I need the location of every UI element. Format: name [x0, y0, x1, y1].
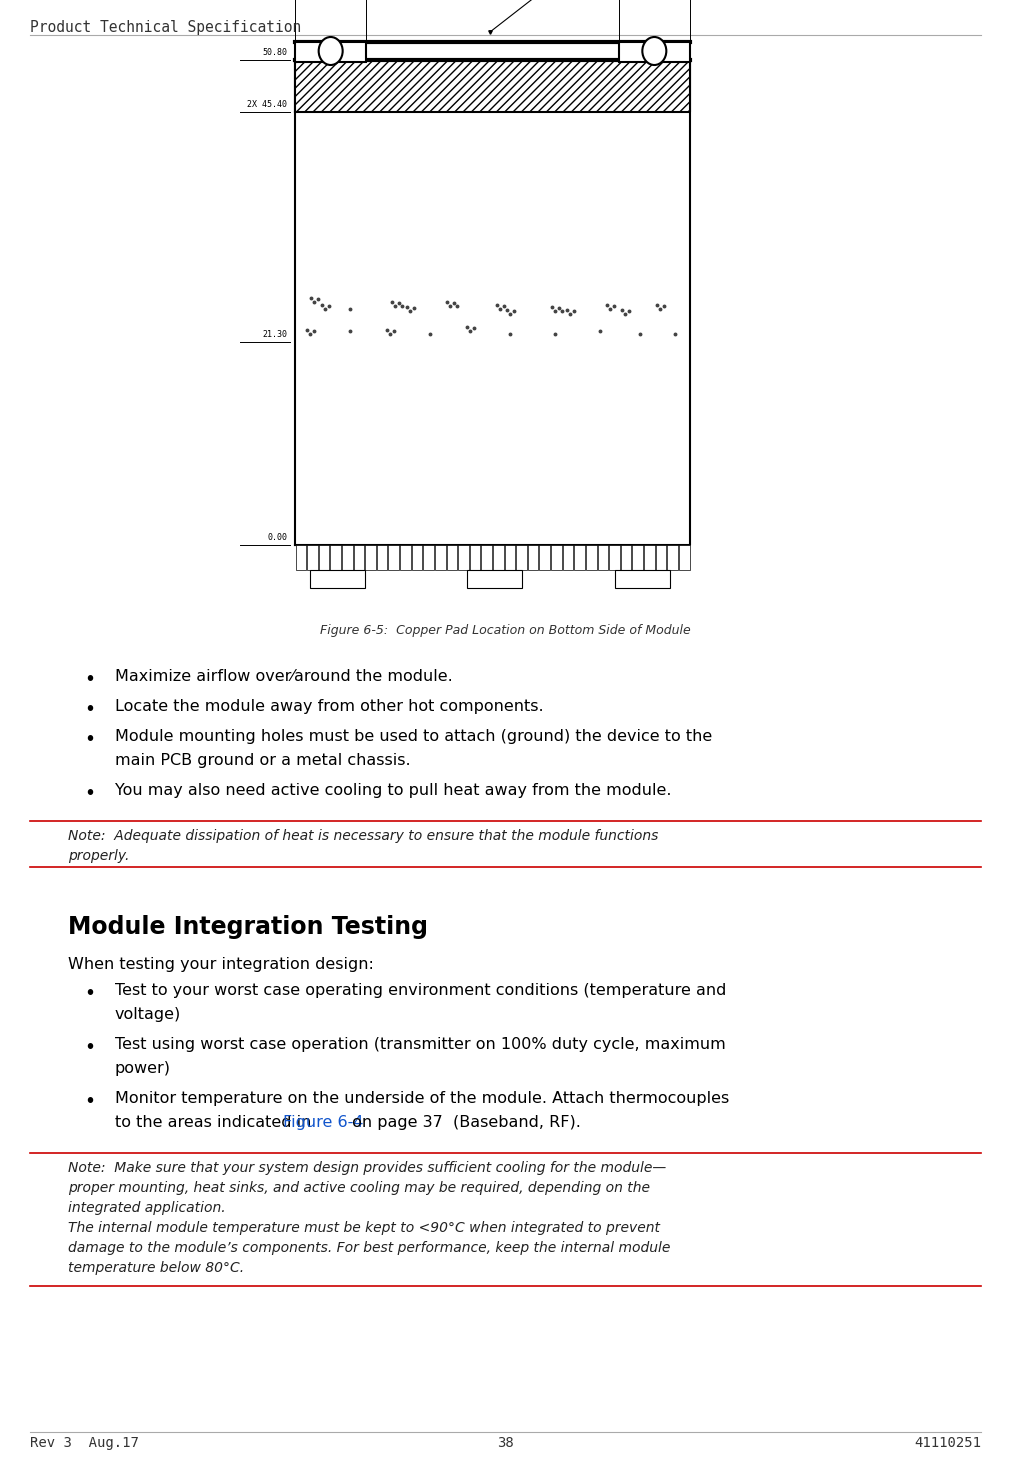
Bar [388, 545, 399, 569]
Text: 21.30: 21.30 [262, 329, 287, 338]
Text: Locate the module away from other hot components.: Locate the module away from other hot co… [115, 698, 544, 714]
Bar [633, 545, 643, 569]
Bar [517, 545, 527, 569]
Text: 0.00: 0.00 [267, 533, 287, 542]
Text: •: • [85, 1092, 96, 1111]
Bar [411, 545, 423, 569]
Text: on page 37  (Baseband, RF).: on page 37 (Baseband, RF). [347, 1116, 581, 1130]
Bar [295, 545, 306, 569]
Bar [540, 545, 550, 569]
Text: temperature below 80°C.: temperature below 80°C. [68, 1261, 244, 1275]
Bar [615, 569, 670, 589]
Bar [295, 42, 366, 61]
Text: •: • [85, 731, 96, 750]
Bar [504, 545, 516, 569]
Bar [470, 545, 480, 569]
Bar [528, 545, 539, 569]
Bar [435, 545, 446, 569]
Bar [354, 545, 364, 569]
Bar [400, 545, 410, 569]
Text: to the areas indicated in: to the areas indicated in [115, 1116, 316, 1130]
Text: 38: 38 [496, 1436, 514, 1449]
Text: Module mounting holes must be used to attach (ground) the device to the: Module mounting holes must be used to at… [115, 729, 713, 744]
Bar [574, 545, 585, 569]
Text: 41110251: 41110251 [914, 1436, 981, 1449]
Text: power): power) [115, 1061, 171, 1076]
Text: Note:  Adequate dissipation of heat is necessary to ensure that the module funct: Note: Adequate dissipation of heat is ne… [68, 829, 658, 843]
Bar [377, 545, 387, 569]
Bar [563, 545, 573, 569]
Bar [342, 545, 353, 569]
Bar [481, 545, 492, 569]
Text: You may also need active cooling to pull heat away from the module.: You may also need active cooling to pull… [115, 783, 671, 798]
Bar [307, 545, 317, 569]
Bar [365, 545, 376, 569]
Bar [467, 569, 522, 589]
Text: Note:  Make sure that your system design provides sufficient cooling for the mod: Note: Make sure that your system design … [68, 1161, 666, 1176]
Bar [656, 545, 666, 569]
Text: The internal module temperature must be kept to <90°C when integrated to prevent: The internal module temperature must be … [68, 1221, 660, 1236]
Text: Product Technical Specification: Product Technical Specification [30, 20, 301, 35]
Text: •: • [85, 1038, 96, 1057]
Text: Test to your worst case operating environment conditions (temperature and: Test to your worst case operating enviro… [115, 982, 726, 998]
Bar [598, 545, 609, 569]
Bar [586, 545, 596, 569]
Text: Module Integration Testing: Module Integration Testing [68, 915, 428, 938]
Text: •: • [85, 700, 96, 719]
Bar [424, 545, 434, 569]
Bar [331, 545, 341, 569]
Bar [667, 545, 678, 569]
Bar [644, 545, 655, 569]
Ellipse shape [318, 37, 343, 64]
Bar [310, 569, 365, 589]
Text: Figure 6-4: Figure 6-4 [283, 1116, 363, 1130]
Bar [458, 545, 469, 569]
Text: 2X 45.40: 2X 45.40 [247, 100, 287, 108]
Text: main PCB ground or a metal chassis.: main PCB ground or a metal chassis. [115, 752, 410, 769]
Bar [621, 545, 632, 569]
Text: Rev 3  Aug.17: Rev 3 Aug.17 [30, 1436, 139, 1449]
Bar [447, 545, 457, 569]
Ellipse shape [642, 37, 666, 64]
Bar [295, 60, 690, 111]
Text: Monitor temperature on the underside of the module. Attach thermocouples: Monitor temperature on the underside of … [115, 1091, 729, 1105]
Text: •: • [85, 984, 96, 1003]
Bar [551, 545, 562, 569]
Text: Maximize airflow over⁄around the module.: Maximize airflow over⁄around the module. [115, 669, 453, 684]
Bar [318, 545, 330, 569]
Text: voltage): voltage) [115, 1007, 181, 1022]
Text: damage to the module’s components. For best performance, keep the internal modul: damage to the module’s components. For b… [68, 1241, 670, 1255]
Text: properly.: properly. [68, 849, 129, 862]
Bar [619, 42, 690, 61]
Bar [610, 545, 620, 569]
Text: Figure 6-5:  Copper Pad Location on Bottom Side of Module: Figure 6-5: Copper Pad Location on Botto… [319, 624, 691, 637]
Text: •: • [85, 671, 96, 690]
Bar [493, 545, 503, 569]
Bar [678, 545, 690, 569]
Text: Test using worst case operation (transmitter on 100% duty cycle, maximum: Test using worst case operation (transmi… [115, 1037, 726, 1053]
Text: integrated application.: integrated application. [68, 1200, 225, 1215]
Text: •: • [85, 785, 96, 802]
Text: When testing your integration design:: When testing your integration design: [68, 957, 374, 972]
Text: 50.80: 50.80 [262, 48, 287, 57]
Text: proper mounting, heat sinks, and active cooling may be required, depending on th: proper mounting, heat sinks, and active … [68, 1181, 650, 1195]
